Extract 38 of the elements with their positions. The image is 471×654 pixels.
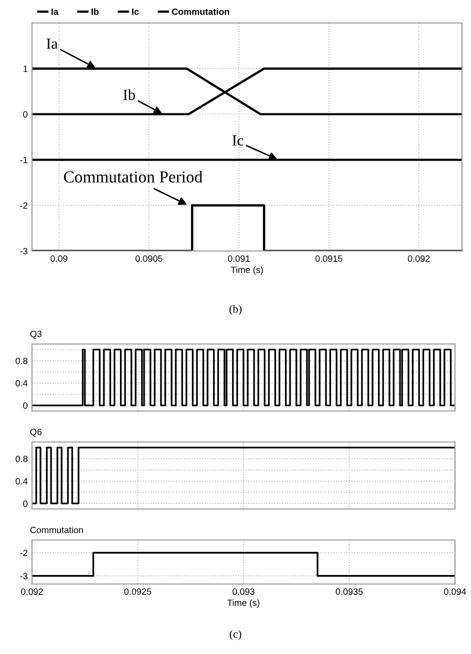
y-tick-label: 1	[24, 66, 28, 72]
x-axis-title: Time (s)	[230, 266, 263, 275]
x-tick-label: 0.093	[232, 588, 254, 595]
chart-title: Commutation	[30, 526, 83, 534]
x-tick-label: 0.0925	[124, 588, 152, 595]
annotation: Commutation Period	[64, 170, 202, 183]
y-tick-label: 0	[23, 111, 28, 118]
x-tick-label: 0.094	[444, 588, 466, 595]
text: (c)	[230, 630, 242, 640]
y-tick-label: -2	[20, 202, 28, 209]
legend-label: Ic	[132, 8, 139, 15]
x-tick-label: 0.092	[21, 588, 43, 595]
y-tick-label: 0	[23, 402, 28, 409]
annotation: Ia	[46, 38, 58, 49]
y-tick-label: 0.4	[16, 380, 28, 386]
y-tick-label: 0.8	[16, 358, 28, 364]
legend-label: Commutation	[172, 8, 230, 15]
y-tick-label: 0	[23, 500, 28, 507]
text: (b)	[230, 304, 242, 316]
y-tick-label: -2	[20, 550, 28, 556]
y-tick-label: 0.4	[16, 478, 28, 484]
legend-label: Ia	[52, 8, 59, 15]
chart-title: Q3	[30, 330, 42, 339]
x-tick-label: 0.091	[228, 255, 250, 262]
x-tick-label: 0.0905	[135, 255, 162, 262]
chart-title: Q6	[30, 428, 42, 437]
y-tick-label: 0.8	[16, 456, 28, 462]
annotation: Ic	[232, 135, 244, 146]
x-tick-label: 0.09	[50, 255, 68, 262]
x-axis-title: Time (s)	[227, 599, 260, 608]
annotation: Ib	[123, 89, 135, 100]
y-tick-label: -3	[20, 572, 28, 580]
legend-label: Ib	[92, 8, 99, 15]
y-tick-label: -3	[20, 248, 28, 254]
x-tick-label: 0.0935	[336, 588, 363, 595]
x-tick-label: 0.0915	[315, 255, 342, 262]
y-tick-label: -1	[20, 156, 28, 164]
x-tick-label: 0.092	[408, 255, 430, 262]
